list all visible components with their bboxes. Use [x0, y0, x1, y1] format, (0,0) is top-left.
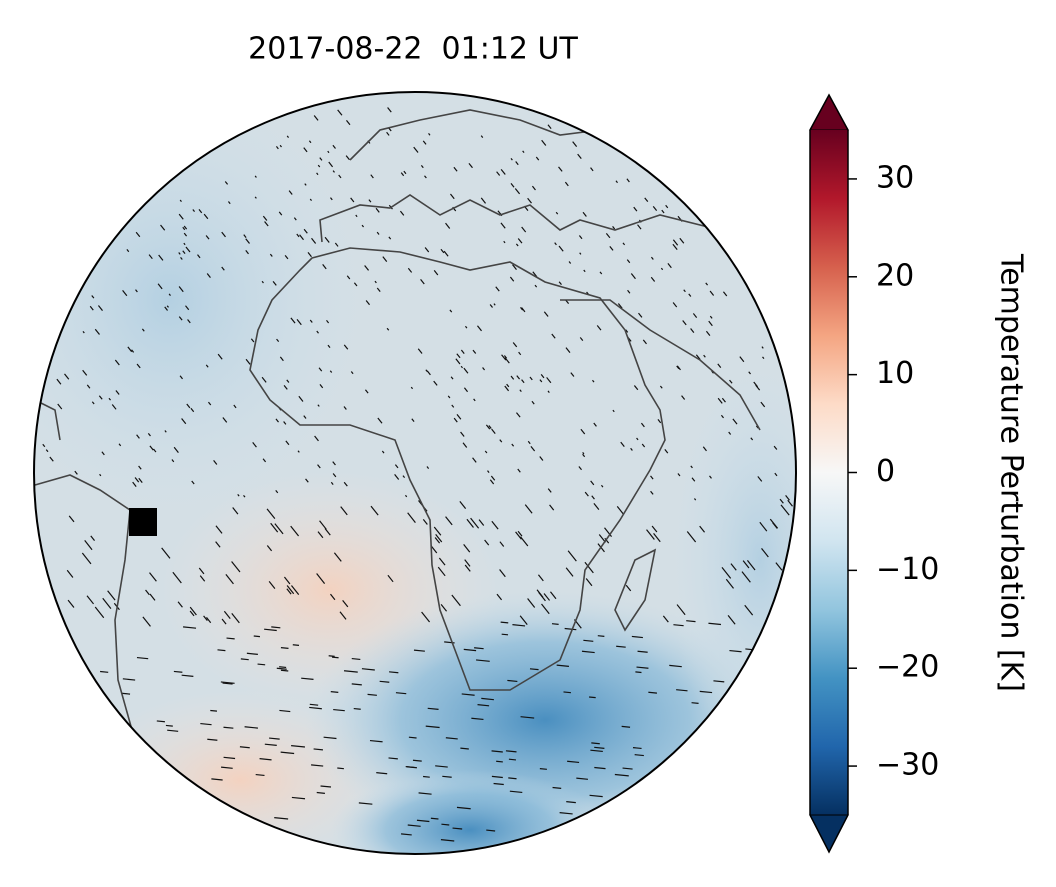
- map-title: 2017-08-22 01:12 UT: [248, 32, 578, 67]
- colorbar-tick-label: 20: [876, 258, 914, 293]
- colorbar: [809, 93, 849, 854]
- colorbar-tick-label: −30: [876, 748, 939, 783]
- globe: [34, 92, 796, 854]
- colorbar-tick-label: 30: [876, 160, 914, 195]
- colorbar-tick-label: 10: [876, 356, 914, 391]
- globe-outline: [33, 91, 797, 855]
- colorbar-tick-label: −10: [876, 552, 939, 587]
- colorbar-label: Temperature Perturbation [K]: [994, 253, 1029, 692]
- colorbar-tick-label: 0: [876, 454, 895, 489]
- colorbar-tick-label: −20: [876, 650, 939, 685]
